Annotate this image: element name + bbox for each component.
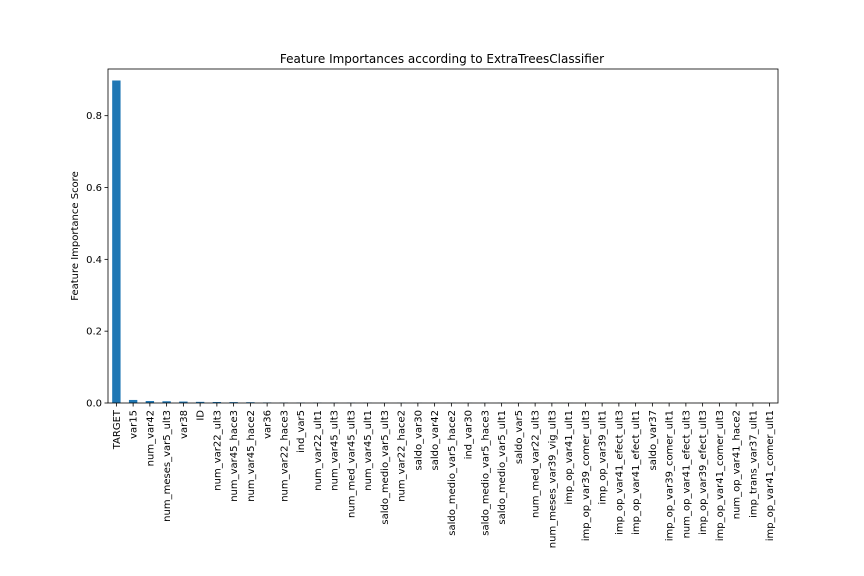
- x-tick-label: ind_var5: [296, 410, 307, 453]
- x-tick-label: ind_var30: [464, 410, 475, 459]
- y-axis-label: Feature Importance Score: [70, 171, 81, 300]
- bar-num_meses_var5_ult3: [162, 401, 171, 403]
- x-tick-label: saldo_var42: [430, 410, 441, 470]
- x-tick-label: saldo_var30: [413, 410, 424, 470]
- x-tick-label: num_op_var41_hace2: [732, 410, 743, 519]
- x-tick-label: imp_op_var39_comer_ult3: [581, 410, 592, 541]
- x-tick-label: imp_op_var41_efect_ult3: [614, 410, 625, 535]
- x-axis: TARGET var15 num_var42 num_meses_var5_ult3 v…: [112, 403, 776, 548]
- x-tick-label: num_op_var41_efect_ult3: [681, 410, 692, 538]
- x-tick-label: ID: [196, 410, 207, 421]
- x-tick-label: num_var45_hace2: [246, 410, 257, 502]
- x-tick-label: var36: [263, 410, 274, 439]
- bar-num_var42: [145, 401, 155, 403]
- x-tick-label: num_meses_var5_ult3: [162, 410, 173, 522]
- bar-var38: [179, 401, 188, 403]
- x-tick-label: imp_op_var39_ult1: [598, 410, 609, 505]
- x-tick-label: saldo_var37: [648, 410, 659, 470]
- x-tick-label: saldo_medio_var5_hace3: [480, 410, 491, 536]
- x-tick-label: num_var45_ult3: [330, 410, 341, 491]
- bar-ID: [195, 401, 205, 403]
- bar-var15: [128, 399, 138, 403]
- x-tick-label: saldo_medio_var5_ult3: [380, 410, 391, 525]
- x-tick-label: saldo_var5: [514, 410, 525, 464]
- x-tick-label: imp_trans_var37_ult1: [748, 410, 759, 518]
- bar-TARGET: [112, 80, 121, 404]
- plot-frame: [107, 68, 779, 404]
- bars-group: [112, 80, 774, 404]
- y-tick-label: 0.2: [86, 327, 102, 338]
- x-tick-label: var15: [129, 410, 140, 439]
- x-tick-label: saldo_medio_var5_hace2: [447, 410, 458, 536]
- x-tick-label: num_var45_ult1: [363, 410, 374, 491]
- x-tick-label: imp_op_var39_efect_ult3: [698, 410, 709, 535]
- x-tick-label: num_med_var45_ult3: [346, 410, 357, 518]
- x-tick-label: TARGET: [112, 409, 123, 450]
- x-tick-label: num_var22_ult1: [313, 410, 324, 491]
- x-tick-label: imp_op_var39_comer_ult1: [665, 410, 676, 541]
- x-tick-label: num_meses_var39_vig_ult3: [547, 410, 558, 548]
- x-tick-label: num_var42: [145, 410, 156, 466]
- y-tick-label: 0.6: [86, 183, 102, 194]
- x-tick-label: imp_op_var41_comer_ult3: [715, 410, 726, 541]
- x-tick-label: num_var22_hace2: [397, 410, 408, 502]
- bar-num_var22_ult3: [212, 401, 222, 403]
- x-tick-label: num_var22_hace3: [279, 410, 290, 502]
- x-tick-label: var38: [179, 410, 190, 439]
- chart-title: Feature Importances according to ExtraTr…: [280, 52, 604, 66]
- x-tick-label: saldo_medio_var5_ult1: [497, 410, 508, 525]
- y-tick-label: 0.4: [86, 255, 102, 266]
- y-tick-label: 0.0: [86, 399, 102, 410]
- y-tick-label: 0.8: [86, 111, 102, 122]
- x-tick-label: num_var22_ult3: [212, 410, 223, 491]
- bar-num_var45_hace3: [229, 402, 238, 403]
- x-tick-label: num_med_var22_ult3: [531, 410, 542, 518]
- x-tick-label: imp_op_var41_ult1: [564, 410, 575, 505]
- x-tick-label: num_var45_hace3: [229, 410, 240, 502]
- y-axis: 0.0 0.2 0.4 0.6 0.8: [86, 111, 108, 410]
- x-tick-label: imp_op_var41_efect_ult1: [631, 410, 642, 535]
- x-tick-label: imp_op_var41_comer_ult1: [765, 410, 776, 541]
